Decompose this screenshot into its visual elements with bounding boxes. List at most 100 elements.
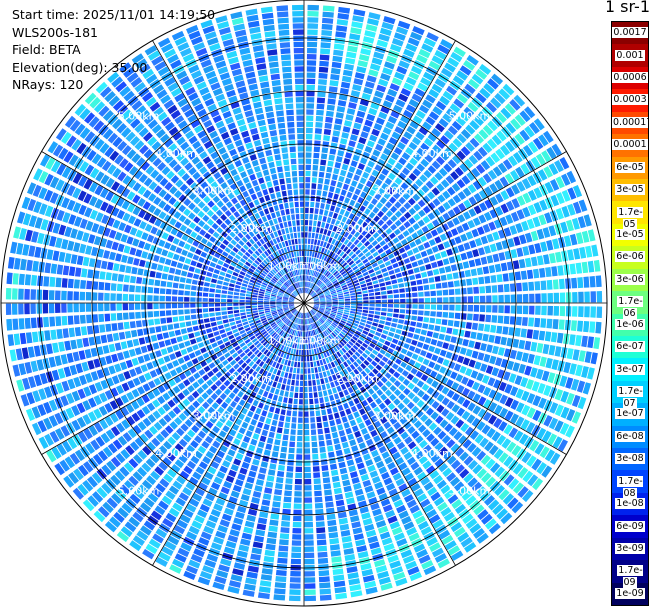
gate-cell bbox=[298, 244, 302, 251]
gate-cell bbox=[276, 273, 281, 279]
gate-cell bbox=[318, 440, 325, 447]
gate-cell bbox=[402, 192, 411, 200]
gate-cell bbox=[460, 233, 468, 242]
gate-cell bbox=[78, 350, 86, 360]
gate-cell bbox=[295, 207, 300, 214]
gate-cell bbox=[354, 231, 360, 238]
gate-cell bbox=[473, 150, 483, 161]
gate-cell bbox=[280, 248, 285, 255]
gate-cell bbox=[313, 392, 318, 398]
gate-cell bbox=[185, 227, 193, 236]
gate-cell bbox=[106, 217, 115, 227]
gate-cell bbox=[473, 286, 479, 294]
gate-cell bbox=[337, 214, 343, 221]
gate-cell bbox=[434, 49, 447, 60]
gate-cell bbox=[390, 205, 398, 214]
gate-cell bbox=[317, 85, 327, 92]
gate-cell bbox=[233, 306, 239, 310]
gate-cell bbox=[257, 305, 264, 308]
gate-cell bbox=[387, 515, 398, 524]
gate-cell bbox=[408, 207, 417, 216]
gate-cell bbox=[275, 362, 280, 369]
gate-cell bbox=[239, 352, 246, 358]
gate-cell bbox=[103, 250, 111, 259]
gate-cell bbox=[428, 88, 440, 99]
gate-cell bbox=[292, 309, 297, 314]
gate-cell bbox=[177, 168, 186, 177]
gate-cell bbox=[442, 212, 451, 221]
gate-cell bbox=[361, 229, 368, 236]
gate-cell bbox=[425, 94, 436, 104]
gate-cell bbox=[131, 388, 140, 398]
gate-cell bbox=[91, 223, 100, 233]
gate-cell bbox=[343, 224, 349, 231]
gate-cell bbox=[330, 469, 339, 476]
gate-cell bbox=[387, 187, 395, 195]
gate-cell bbox=[318, 391, 323, 398]
gate-cell bbox=[191, 279, 198, 285]
gate-cell bbox=[247, 285, 254, 289]
gate-cell bbox=[343, 337, 349, 342]
gate-cell bbox=[385, 380, 393, 388]
gate-cell bbox=[513, 236, 521, 246]
gate-cell bbox=[221, 152, 230, 161]
gate-cell bbox=[311, 317, 315, 323]
gate-cell bbox=[469, 240, 477, 249]
gate-cell bbox=[216, 162, 225, 170]
gate-cell bbox=[361, 512, 371, 520]
gate-cell bbox=[450, 51, 463, 63]
gate-cell bbox=[286, 353, 290, 360]
gate-cell bbox=[267, 264, 273, 270]
gate-cell bbox=[289, 335, 293, 341]
gate-cell bbox=[123, 462, 134, 473]
gate-cell bbox=[304, 337, 306, 344]
gate-cell bbox=[308, 386, 313, 392]
gate-cell bbox=[492, 503, 504, 515]
gate-cell bbox=[247, 508, 258, 516]
gate-cell bbox=[286, 233, 291, 240]
gate-cell bbox=[325, 256, 331, 263]
gate-cell bbox=[136, 530, 149, 541]
gate-cell bbox=[142, 201, 151, 210]
gate-cell bbox=[382, 244, 389, 251]
gate-cell bbox=[387, 157, 396, 166]
gate-cell bbox=[272, 179, 279, 186]
gate-cell bbox=[163, 355, 171, 363]
gate-cell bbox=[375, 295, 381, 300]
gate-cell bbox=[428, 422, 438, 431]
gate-cell bbox=[105, 429, 116, 440]
gate-cell bbox=[331, 174, 338, 181]
gate-cell bbox=[222, 337, 229, 343]
gate-cell bbox=[396, 504, 407, 514]
gate-cell bbox=[343, 231, 350, 238]
gate-cell bbox=[589, 276, 596, 288]
gate-cell bbox=[361, 399, 369, 407]
gate-cell bbox=[234, 139, 243, 147]
gate-cell bbox=[198, 191, 207, 199]
gate-cell bbox=[436, 290, 443, 296]
gate-cell bbox=[73, 242, 81, 253]
gate-cell bbox=[467, 184, 477, 194]
gate-cell bbox=[252, 253, 258, 259]
gate-cell bbox=[304, 386, 308, 393]
gate-cell bbox=[496, 274, 503, 283]
gate-cell bbox=[61, 166, 72, 179]
gate-cell bbox=[12, 273, 19, 285]
gate-cell bbox=[307, 244, 310, 251]
gate-cell bbox=[252, 312, 259, 316]
gate-cell bbox=[169, 267, 176, 274]
gate-cell bbox=[388, 269, 395, 275]
gate-cell bbox=[229, 206, 237, 214]
gate-cell bbox=[434, 236, 442, 244]
gate-cell bbox=[278, 330, 284, 336]
gate-cell bbox=[461, 287, 467, 295]
gate-cell bbox=[190, 260, 197, 267]
gate-cell bbox=[49, 276, 56, 287]
gate-cell bbox=[279, 270, 284, 276]
gate-cell bbox=[312, 164, 319, 171]
gate-cell bbox=[71, 405, 81, 417]
gate-cell bbox=[289, 577, 301, 583]
gate-cell bbox=[213, 346, 221, 353]
gate-cell bbox=[221, 513, 232, 522]
gate-cell bbox=[322, 287, 328, 291]
